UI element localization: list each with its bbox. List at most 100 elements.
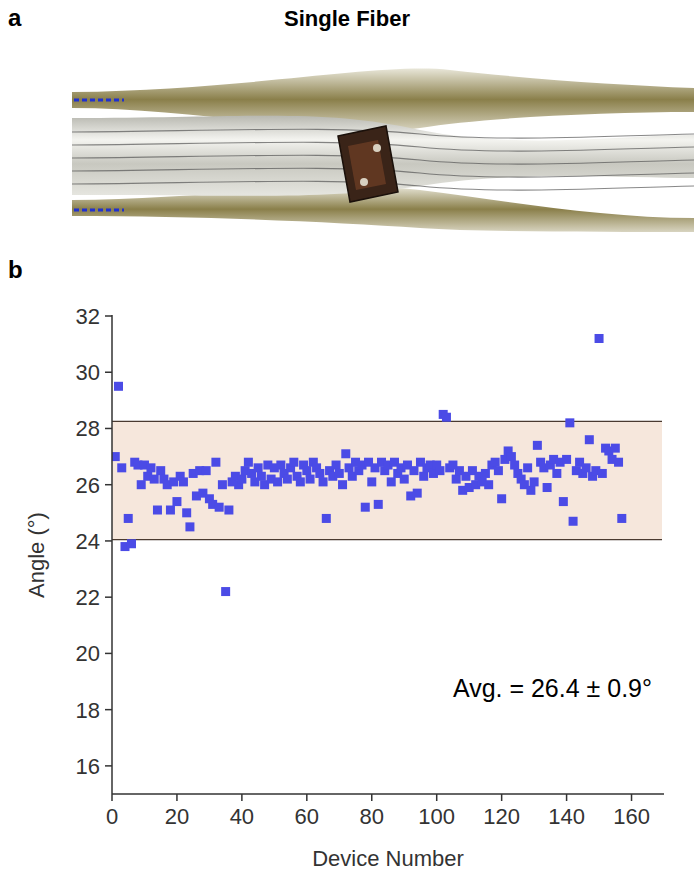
y-tick-label: 24 [76,529,100,554]
point [530,477,539,486]
point [182,508,191,517]
x-tick [436,794,438,801]
point [494,466,503,475]
point [510,461,519,470]
plot-area [112,334,662,596]
point [442,413,451,422]
point [452,475,461,484]
point [166,506,175,515]
x-tick [306,794,308,801]
point [617,514,626,523]
point [276,461,285,470]
point [202,466,211,475]
x-tick-label: 0 [106,804,118,829]
point [224,506,233,515]
y-tick [105,315,112,317]
point [435,466,444,475]
y-tick [105,653,112,655]
x-tick [111,794,113,801]
point [289,458,298,467]
point [283,475,292,484]
point [341,449,350,458]
y-tick [105,709,112,711]
point [367,477,376,486]
point [559,497,568,506]
x-tick [176,794,178,801]
point [150,475,159,484]
y-tick [105,484,112,486]
point [335,469,344,478]
point [218,480,227,489]
point [156,466,165,475]
x-tick-label: 160 [613,804,650,829]
y-tick [105,596,112,598]
point [491,458,500,467]
x-tick [566,794,568,801]
point [507,452,516,461]
point [127,539,136,548]
point [543,483,552,492]
figure: aSingle Fiberb16182022242628303202040608… [0,0,694,877]
point [361,503,370,512]
chip [338,126,398,202]
point [146,463,155,472]
band-edge [112,421,662,422]
point [419,472,428,481]
x-tick [241,794,243,801]
point [114,382,123,391]
chip-pad [360,178,368,186]
edge-marker [74,99,124,102]
y-tick-label: 18 [76,698,100,723]
y-tick-label: 30 [76,360,100,385]
point [124,514,133,523]
point [153,506,162,515]
x-tick-label: 120 [483,804,520,829]
panel-letter: b [8,256,23,283]
y-tick [105,428,112,430]
point [315,469,324,478]
point [322,514,331,523]
y-tick-label: 26 [76,473,100,498]
x-tick-label: 60 [295,804,319,829]
point [409,466,418,475]
y-tick-label: 16 [76,754,100,779]
point [552,469,561,478]
point [137,480,146,489]
x-axis-line [112,793,664,795]
point [332,461,341,470]
point [614,458,623,467]
point [112,452,120,461]
y-tick-label: 32 [76,304,100,329]
point [338,480,347,489]
point [481,469,490,478]
panel-letter: a [8,4,22,31]
point [387,477,396,486]
range-band [112,421,662,539]
point [172,497,181,506]
point [497,494,506,503]
x-tick [631,794,633,801]
point [221,587,230,596]
point [215,503,224,512]
y-tick [105,540,112,542]
x-tick [501,794,503,801]
point [565,418,574,427]
point [257,472,266,481]
point [413,489,422,498]
point [273,477,282,486]
point [400,475,409,484]
point [611,444,620,453]
chip-pad [373,144,381,152]
axes: 161820222426283032020406080100120140160 [76,304,664,829]
point [582,463,591,472]
y-axis-line [111,315,113,794]
edge-marker [74,209,124,212]
x-tick-label: 80 [360,804,384,829]
point [526,486,535,495]
point [211,458,220,467]
x-tick [371,794,373,801]
panel-title: Single Fiber [284,6,410,31]
y-tick-label: 22 [76,585,100,610]
point [569,517,578,526]
point [306,475,315,484]
